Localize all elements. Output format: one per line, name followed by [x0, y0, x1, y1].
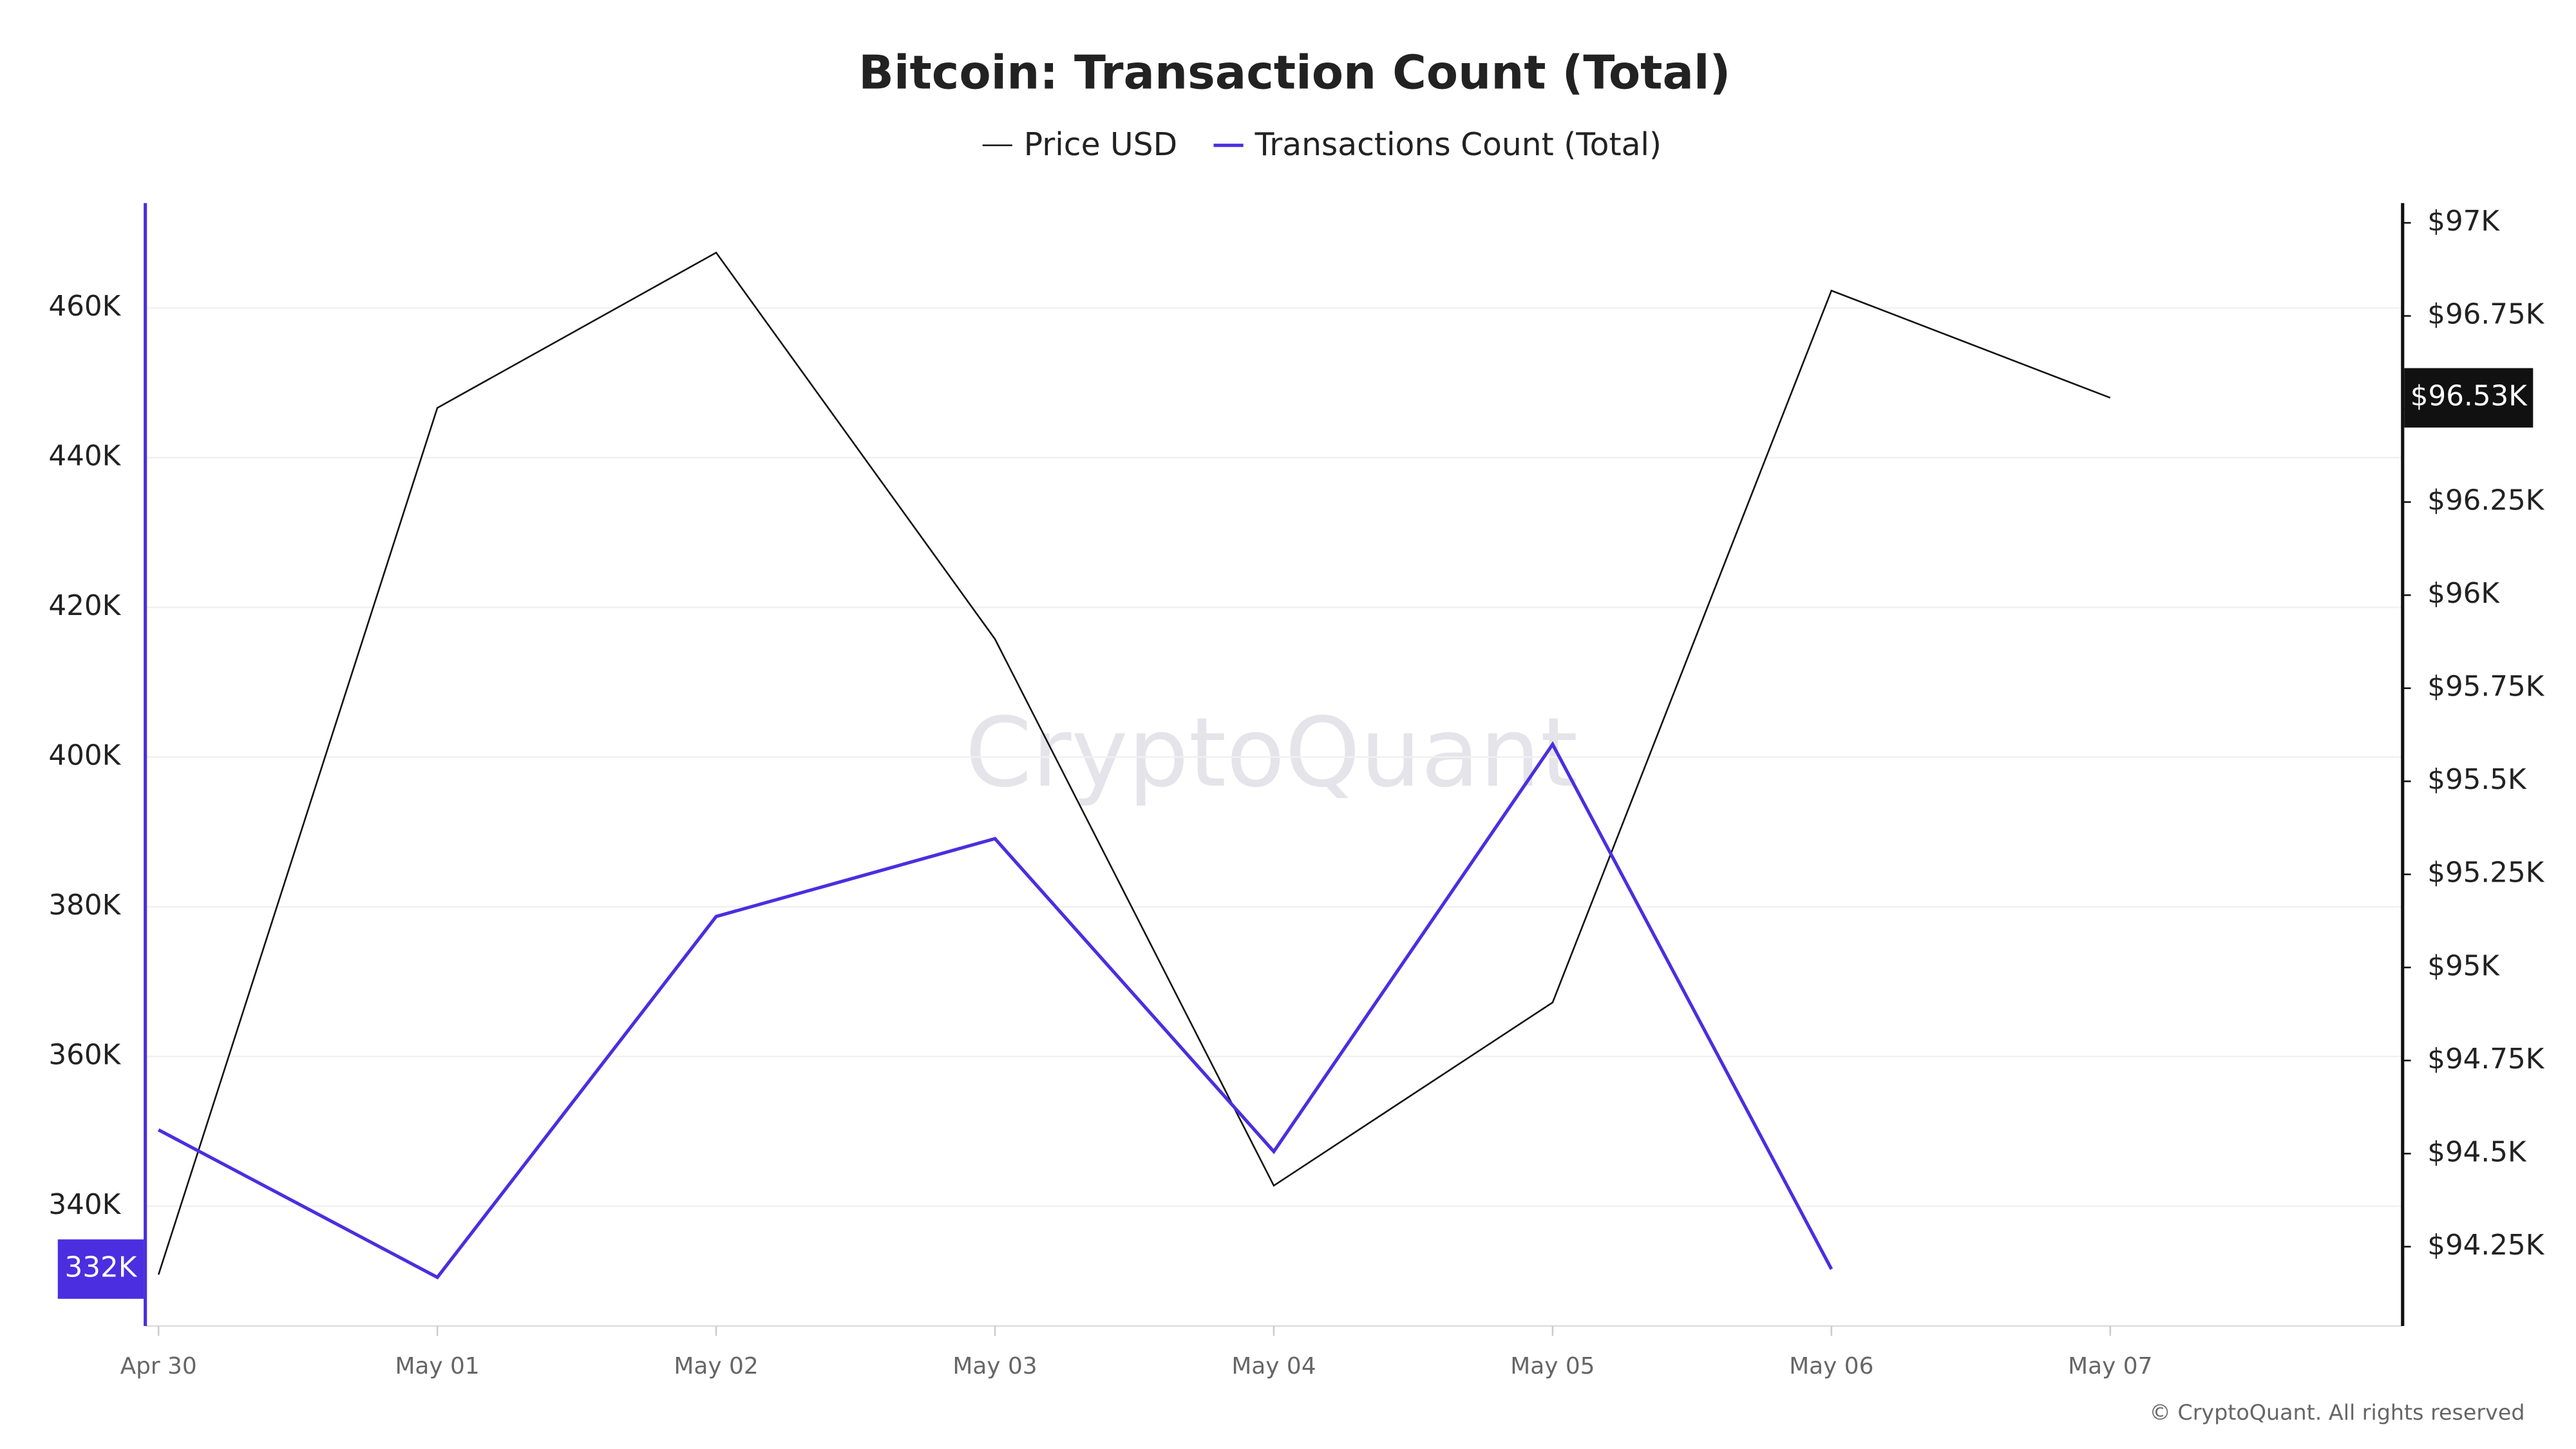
legend-label: Transactions Count (Total) [1255, 127, 1662, 163]
watermark: CryptoQuant [965, 697, 1578, 809]
y2-tick-label: $95.5K [2427, 764, 2527, 796]
x-tick-label: May 01 [395, 1353, 479, 1379]
y-tick-label: 340K [48, 1189, 121, 1221]
series-line [157, 741, 1833, 1280]
legend-label: Price USD [1024, 127, 1177, 163]
y2-tick-label: $96.75K [2427, 299, 2544, 331]
y-tick-label: 360K [48, 1039, 121, 1072]
y-tick-label: 440K [48, 440, 121, 473]
x-tick-label: May 06 [1789, 1353, 1873, 1379]
x-tick-label: Apr 30 [120, 1353, 197, 1379]
series-line [157, 251, 2111, 1275]
y2-tick-label: $96K [2427, 578, 2500, 610]
chart-title: Bitcoin: Transaction Count (Total) [858, 45, 1730, 99]
value-label: 332K [65, 1252, 138, 1284]
value-label-box [57, 1239, 144, 1299]
y2-tick-label: $95.25K [2427, 857, 2544, 889]
y2-tick-label: $95.75K [2427, 671, 2544, 703]
y2-tick-label: $95K [2427, 950, 2500, 982]
x-tick-label: May 03 [952, 1353, 1037, 1379]
x-tick-label: May 04 [1231, 1353, 1316, 1379]
x-tick-label: May 05 [1510, 1353, 1595, 1379]
y2-tick-label: $94.75K [2427, 1043, 2544, 1075]
x-tick-label: May 07 [2068, 1353, 2152, 1379]
footer: © CryptoQuant. All rights reserved [2150, 1399, 2525, 1425]
y2-tick-label: $94.5K [2427, 1136, 2527, 1168]
y-tick-label: 420K [48, 590, 121, 622]
value-label: $96.53K [2410, 381, 2528, 413]
y2-tick-label: $94.25K [2427, 1229, 2544, 1262]
y-tick-label: 400K [48, 740, 121, 772]
y-tick-label: 380K [48, 889, 121, 922]
y-tick-label: 460K [48, 290, 121, 323]
y2-tick-label: $96.25K [2427, 485, 2544, 517]
value-label-box [2404, 368, 2533, 428]
x-tick-label: May 02 [674, 1353, 758, 1379]
y2-tick-label: $97K [2427, 205, 2500, 238]
